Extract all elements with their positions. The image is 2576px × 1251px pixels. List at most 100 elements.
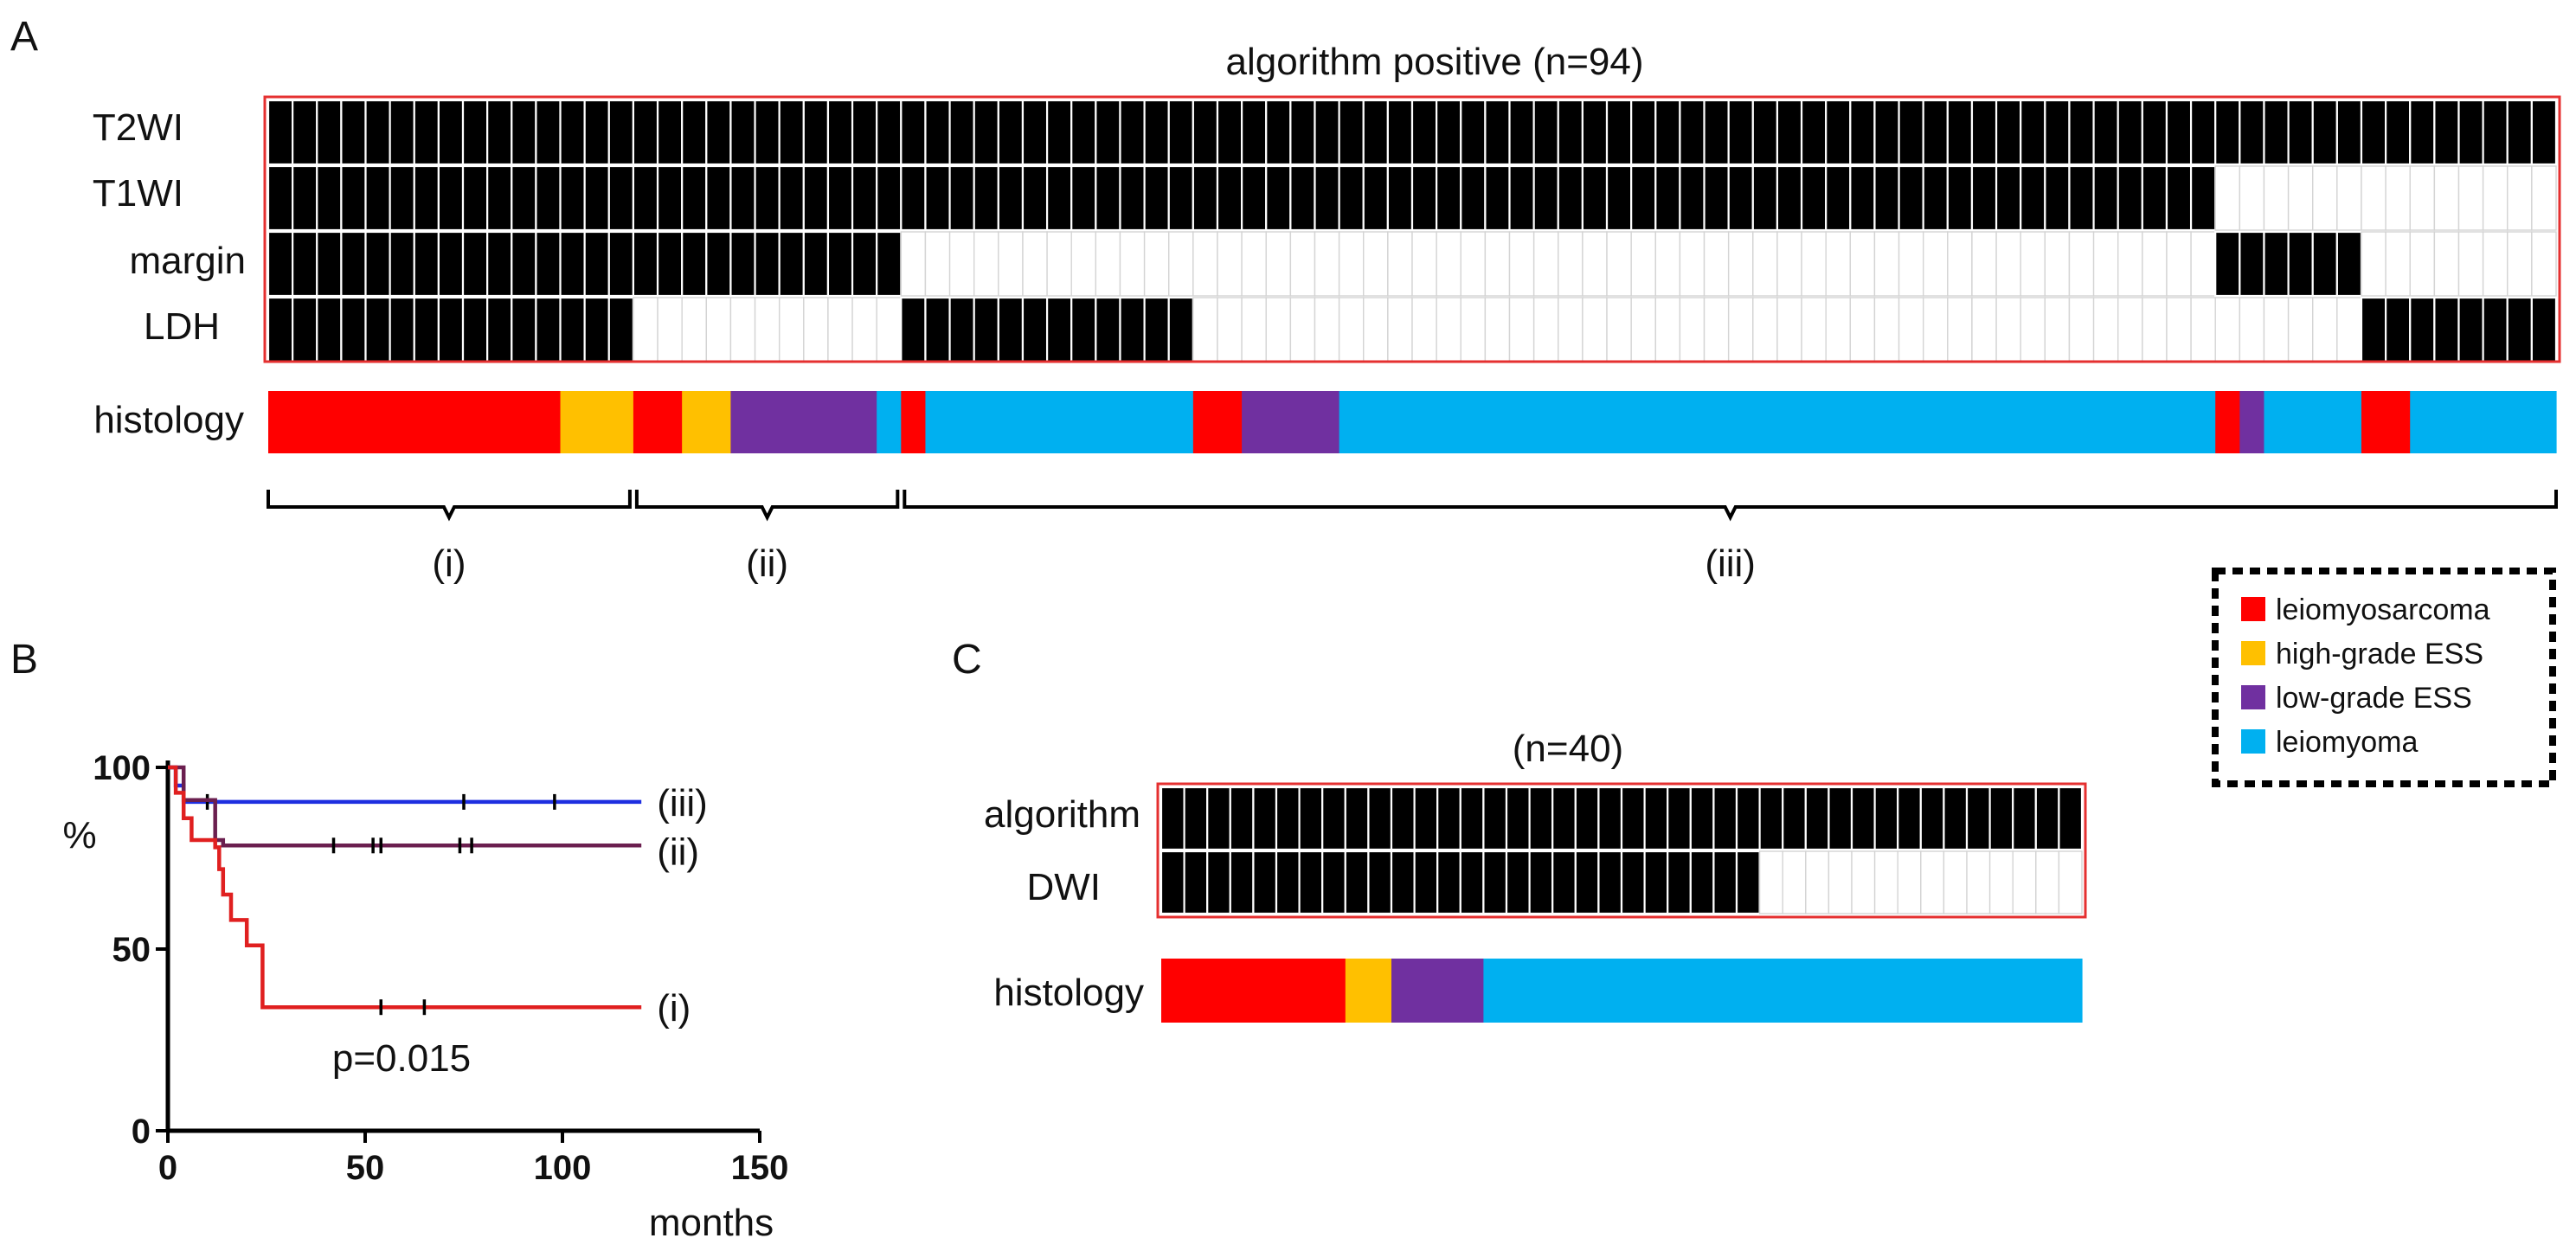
panel-c-cell-algorithm-24 (1689, 786, 1715, 851)
panel-a-cell-margin-93 (2507, 231, 2533, 297)
histology-label-c: histology (993, 972, 1144, 1014)
panel-a-cell-margin-26 (876, 230, 903, 298)
panel-a-cell-t1wi-41 (1241, 164, 1268, 232)
panel-a-cell-ldh-22 (778, 297, 805, 362)
panel-c-cell-algorithm-19 (1574, 786, 1600, 851)
panel-a-cell-t2wi-74 (2044, 99, 2071, 166)
panel-a-cell-margin-83 (2263, 230, 2290, 298)
panel-a-cell-margin-71 (1971, 231, 1997, 297)
panel-a-cell-t2wi-55 (1581, 99, 1609, 166)
panel-a-cell-t2wi-56 (1605, 99, 1633, 166)
panel-a-cell-t2wi-93 (2506, 99, 2533, 166)
panel-a-cell-margin-36 (1119, 231, 1146, 297)
panel-a-cell-t1wi-10 (486, 164, 513, 232)
panel-a-cell-ldh-21 (754, 297, 781, 362)
panel-a-cell-ldh-27 (900, 296, 927, 363)
legend-frame (2212, 568, 2556, 787)
panel-a-cell-ldh-40 (1217, 297, 1243, 362)
panel-a-cell-ldh-13 (559, 296, 586, 363)
panel-a-cell-ldh-25 (851, 297, 877, 362)
panel-c-cell-algorithm-29 (1804, 786, 1830, 851)
panel-a-cell-margin-43 (1289, 231, 1316, 297)
panel-a-cell-t1wi-1 (267, 164, 294, 232)
panel-a-cell-margin-84 (2287, 230, 2314, 298)
panel-c-cell-algorithm-13 (1436, 786, 1461, 851)
panel-c-cell-algorithm-23 (1667, 786, 1692, 851)
y-axis-label: % (62, 814, 96, 856)
legend-label-leiomyoma: leiomyoma (2276, 726, 2418, 759)
histology-label-a: histology (93, 399, 244, 441)
panel-a-cell-margin-82 (2239, 230, 2265, 298)
panel-a-cell-t2wi-8 (437, 99, 465, 166)
panel-a-cell-margin-24 (826, 230, 854, 298)
legend-swatch-leiomyosarcoma (2241, 597, 2265, 621)
panel-c-histology-segment-3 (1391, 959, 1484, 1023)
panel-c-cell-dwi-8 (1321, 850, 1346, 915)
panel-a-cell-t2wi-41 (1241, 99, 1268, 166)
panel-a-cell-t2wi-27 (900, 99, 927, 166)
panel-a-cell-ldh-31 (997, 296, 1025, 363)
panel-a-cell-margin-87 (2361, 231, 2386, 297)
panel-a-cell-t1wi-63 (1776, 164, 1803, 232)
panel-c-cell-algorithm-8 (1321, 786, 1346, 851)
panel-a-cell-t1wi-20 (729, 164, 756, 232)
panel-a-cell-ldh-45 (1338, 297, 1365, 362)
panel-a-cell-t1wi-62 (1751, 164, 1779, 232)
panel-c-cell-dwi-22 (1643, 850, 1669, 915)
panel-a-cell-ldh-7 (413, 296, 440, 363)
panel-a-cell-margin-73 (2020, 231, 2046, 297)
panel-a-cell-t1wi-17 (656, 164, 684, 232)
panel-a-cell-margin-91 (2457, 231, 2484, 297)
panel-a-histology-segment-9 (1192, 391, 1243, 453)
panel-a-cell-t1wi-52 (1508, 164, 1535, 232)
panel-a-cell-t2wi-76 (2092, 99, 2119, 166)
panel-a-cell-margin-48 (1411, 231, 1437, 297)
panel-a-cell-t2wi-20 (729, 99, 756, 166)
panel-c-cell-dwi-13 (1436, 850, 1461, 915)
panel-a-cell-t2wi-45 (1338, 99, 1365, 166)
panel-a-cell-t2wi-68 (1898, 99, 1924, 166)
panel-a-cell-t2wi-40 (1216, 99, 1243, 166)
panel-c-cell-dwi-36 (1966, 850, 1991, 914)
panel-a-cell-ldh-2 (292, 296, 318, 363)
panel-c-cell-algorithm-20 (1597, 786, 1623, 851)
panel-a-cell-t2wi-94 (2530, 99, 2558, 166)
panel-c-cell-algorithm-22 (1643, 786, 1669, 851)
panel-c: (n=40) algorithm DWI histology (984, 728, 2087, 1023)
panel-a-cell-margin-55 (1582, 231, 1608, 297)
panel-a-cell-ldh-36 (1119, 296, 1146, 363)
panel-a-cell-margin-67 (1873, 231, 1900, 297)
panel-c-cell-dwi-12 (1413, 850, 1439, 915)
panel-a-cell-margin-49 (1436, 231, 1461, 297)
panel-a-cell-margin-20 (729, 230, 756, 298)
panel-a-cell-margin-64 (1801, 231, 1827, 297)
panel-a-cell-t2wi-63 (1776, 99, 1803, 166)
panel-a-cell-t1wi-47 (1386, 164, 1414, 232)
panel-a-cell-ldh-1 (267, 296, 294, 363)
panel-a-cell-t1wi-15 (607, 164, 635, 232)
panel-a-cell-margin-77 (2117, 231, 2143, 297)
panel-a-cell-margin-81 (2214, 230, 2241, 298)
panel-a-cell-t2wi-91 (2457, 99, 2484, 166)
panel-c-cell-dwi-27 (1758, 850, 1783, 914)
panel-c-cell-algorithm-25 (1712, 786, 1738, 851)
panel-a-cell-t2wi-86 (2335, 99, 2363, 166)
panel-a-cell-margin-86 (2335, 230, 2363, 298)
panel-a-cell-t1wi-73 (2020, 164, 2046, 232)
panel-a-cell-t1wi-6 (389, 164, 415, 232)
panel-a-cell-t1wi-8 (437, 164, 465, 232)
panel-a-cell-t1wi-51 (1484, 164, 1511, 232)
panel-a-cell-ldh-6 (389, 296, 415, 363)
panel-a-cell-t1wi-75 (2068, 164, 2095, 232)
bracket-group-2 (634, 490, 900, 522)
panel-a-cell-ldh-62 (1752, 297, 1778, 362)
panel-a-cell-ldh-9 (461, 296, 489, 363)
panel-c-cell-algorithm-2 (1183, 786, 1209, 851)
panel-a-cell-t2wi-83 (2263, 99, 2290, 166)
panel-a-cell-t2wi-5 (364, 99, 391, 166)
panel-a-cell-margin-37 (1143, 231, 1170, 297)
panel-a-cell-t2wi-31 (997, 99, 1025, 166)
panel-a-cell-ldh-14 (583, 296, 610, 363)
panel-a-cell-t2wi-34 (1070, 99, 1097, 166)
panel-a-cell-t2wi-16 (632, 99, 659, 166)
